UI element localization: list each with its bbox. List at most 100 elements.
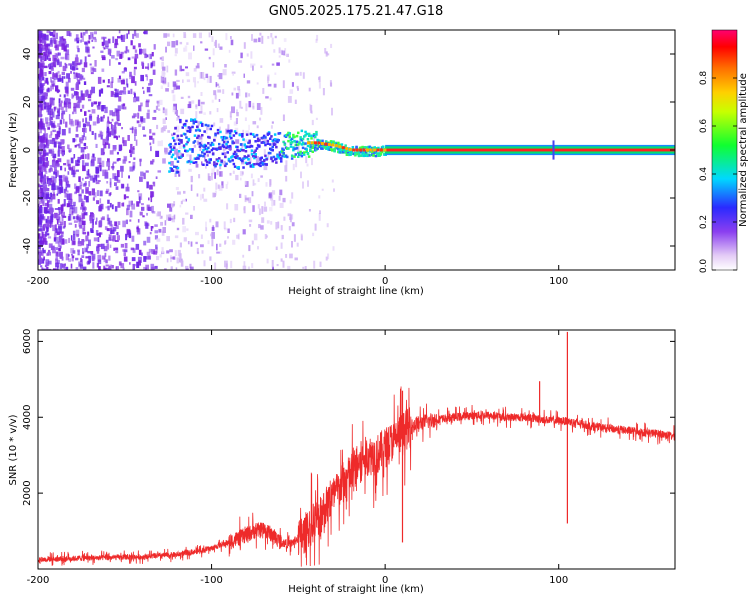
noise-cell	[165, 117, 167, 120]
noise-cell	[70, 235, 73, 241]
noise-cell	[275, 246, 278, 250]
noise-cell	[94, 60, 97, 67]
noise-cell	[131, 147, 134, 154]
noise-cell	[53, 233, 57, 241]
noise-cell	[252, 105, 255, 110]
ridge-cell	[221, 138, 225, 142]
noise-cell	[108, 255, 111, 261]
noise-cell	[126, 183, 129, 191]
noise-cell	[115, 240, 119, 242]
noise-cell	[81, 214, 85, 219]
noise-cell	[39, 253, 43, 256]
noise-cell	[82, 77, 86, 80]
noise-cell	[43, 133, 46, 136]
noise-cell	[88, 181, 91, 187]
noise-cell	[75, 186, 80, 193]
noise-cell	[69, 203, 73, 207]
noise-cell	[247, 198, 250, 202]
y-tick-label: 0	[22, 147, 33, 153]
noise-cell	[47, 87, 50, 92]
ridge-cell	[294, 147, 297, 150]
noise-cell	[50, 214, 54, 220]
noise-cell	[91, 86, 95, 94]
ridge-cell	[329, 146, 333, 149]
noise-cell	[190, 184, 193, 191]
noise-cell	[73, 201, 76, 207]
noise-cell	[38, 80, 42, 87]
noise-cell	[81, 104, 85, 109]
noise-cell	[102, 43, 105, 48]
noise-cell	[44, 102, 46, 109]
noise-cell	[72, 230, 76, 235]
noise-cell	[219, 243, 222, 247]
noise-cell	[63, 163, 67, 166]
ridge-cell	[303, 151, 306, 154]
ridge-cell	[269, 137, 272, 140]
noise-cell	[92, 36, 97, 40]
noise-cell	[150, 263, 155, 270]
noise-cell	[211, 239, 214, 247]
ridge-cell	[225, 146, 228, 150]
noise-cell	[286, 53, 289, 57]
noise-cell	[39, 127, 42, 134]
ridge-cell	[194, 161, 198, 164]
noise-cell	[155, 176, 158, 179]
noise-cell	[111, 204, 114, 210]
noise-cell	[88, 191, 92, 196]
noise-cell	[75, 267, 79, 270]
noise-cell	[55, 251, 59, 256]
noise-cell	[50, 85, 52, 92]
noise-cell	[260, 175, 263, 178]
ridge-cell	[169, 145, 172, 149]
noise-cell	[46, 266, 49, 270]
ridge-cell	[287, 139, 290, 143]
noise-cell	[129, 71, 132, 77]
ridge-cell	[253, 151, 256, 154]
noise-cell	[50, 177, 53, 183]
noise-cell	[58, 40, 63, 47]
ridge-cell	[304, 130, 307, 134]
ridge-cell	[216, 131, 220, 135]
noise-cell	[261, 35, 264, 44]
ridge-cell	[290, 141, 294, 144]
spectrogram-ridge	[168, 118, 675, 174]
noise-cell	[120, 79, 125, 85]
noise-cell	[38, 96, 42, 103]
noise-cell	[109, 239, 113, 241]
noise-cell	[115, 266, 118, 270]
noise-cell	[78, 261, 82, 267]
noise-cell	[48, 57, 51, 61]
ridge-peak	[355, 148, 359, 152]
ridge-peak	[327, 143, 331, 146]
noise-cell	[179, 169, 181, 175]
noise-cell	[231, 106, 235, 114]
noise-cell	[262, 88, 265, 94]
ridge-cell	[196, 125, 199, 128]
noise-cell	[142, 86, 144, 90]
noise-cell	[138, 105, 142, 112]
noise-cell	[94, 132, 97, 140]
noise-cell	[128, 30, 130, 35]
noise-cell	[152, 181, 155, 185]
noise-cell	[123, 252, 126, 256]
noise-cell	[180, 200, 183, 205]
noise-cell	[73, 91, 78, 96]
noise-cell	[55, 237, 59, 244]
noise-cell	[161, 247, 164, 254]
noise-cell	[112, 236, 115, 240]
noise-cell	[205, 221, 207, 228]
ridge-cell	[173, 146, 176, 149]
ridge-cell	[242, 138, 245, 141]
ridge-cell	[196, 136, 199, 140]
noise-cell	[156, 238, 161, 242]
noise-cell	[60, 100, 63, 104]
noise-cell	[77, 82, 81, 85]
ridge-cell	[174, 142, 177, 146]
noise-cell	[61, 146, 65, 152]
noise-cell	[94, 38, 97, 43]
noise-cell	[70, 120, 75, 127]
noise-cell	[87, 153, 90, 160]
noise-cell	[196, 248, 199, 254]
noise-cell	[263, 149, 266, 156]
noise-cell	[144, 30, 148, 35]
